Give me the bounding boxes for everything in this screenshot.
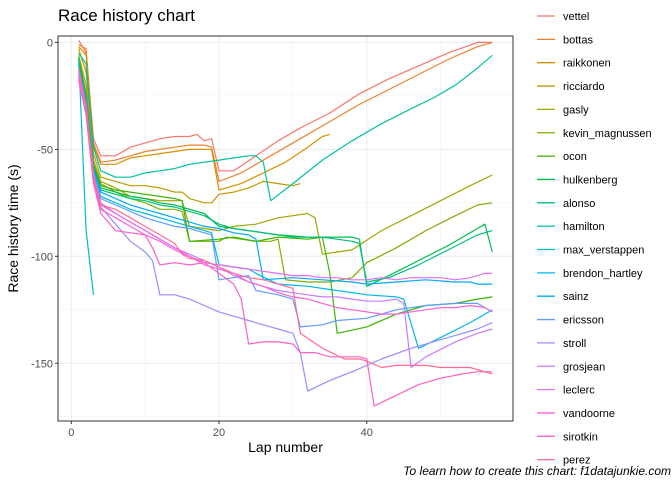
- y-tick-label: -50: [37, 144, 53, 156]
- x-axis: 0 20 40: [68, 421, 373, 439]
- series-line-perez: [78, 67, 493, 375]
- x-tick-label: 20: [213, 427, 225, 439]
- y-axis-label: Race history time (s): [5, 164, 21, 292]
- legend-label: stroll: [563, 338, 586, 350]
- legend-label: brendon_hartley: [563, 268, 643, 280]
- legend-label: bottas: [563, 34, 593, 46]
- series-line-vandoorne: [78, 78, 493, 315]
- legend-label: sainz: [563, 291, 589, 303]
- y-tick-label: -150: [31, 358, 53, 370]
- legend-label: hulkenberg: [563, 174, 617, 186]
- series-line-sirotkin: [78, 80, 493, 407]
- series-line-bottas: [78, 41, 493, 182]
- plot-border: [57, 35, 514, 422]
- series-layer: [78, 39, 493, 407]
- series-line-stroll: [78, 74, 493, 392]
- legend-label: sirotkin: [563, 431, 598, 443]
- legend-label: ocon: [563, 151, 587, 163]
- chart-title: Race history chart: [58, 6, 195, 25]
- series-line-hamilton: [78, 52, 493, 202]
- y-axis: 0 -50 -100 -150: [31, 37, 58, 370]
- legend-label: leclerc: [563, 385, 595, 397]
- legend-label: ricciardo: [563, 81, 605, 93]
- grid-major: [58, 36, 513, 421]
- legend-label: raikkonen: [563, 58, 611, 70]
- x-tick-label: 0: [68, 427, 74, 439]
- series-line-vettel: [78, 39, 493, 172]
- series-line-alonso: [78, 63, 493, 283]
- legend-label: alonso: [563, 198, 595, 210]
- legend-label: grosjean: [563, 361, 605, 373]
- legend-label: hamilton: [563, 221, 605, 233]
- series-line-leclerc: [78, 76, 493, 281]
- x-axis-label: Lap number: [248, 439, 323, 455]
- y-tick-label: 0: [47, 37, 53, 49]
- y-tick-label: -100: [31, 251, 53, 263]
- series-line-ericsson: [78, 70, 493, 328]
- series-line-kevin-magnussen: [78, 57, 493, 283]
- legend-label: ericsson: [563, 315, 604, 327]
- x-tick-label: 40: [361, 427, 373, 439]
- legend-label: vandoorne: [563, 408, 615, 420]
- series-line-sainz: [78, 65, 493, 285]
- legend-label: kevin_magnussen: [563, 128, 652, 140]
- legend: vettel bottas raikkonen ricciardo gasly kevin…: [537, 11, 652, 467]
- series-line-max-verstappen: [78, 57, 95, 295]
- chart-caption: To learn how to create this chart: f1dat…: [403, 464, 671, 478]
- series-line-gasly: [78, 55, 493, 255]
- series-line-ricciardo: [78, 48, 301, 204]
- series-line-raikkonen: [78, 46, 330, 191]
- legend-label: gasly: [563, 104, 589, 116]
- legend-label: perez: [563, 455, 591, 467]
- legend-label: vettel: [563, 11, 589, 23]
- legend-label: max_verstappen: [563, 245, 644, 257]
